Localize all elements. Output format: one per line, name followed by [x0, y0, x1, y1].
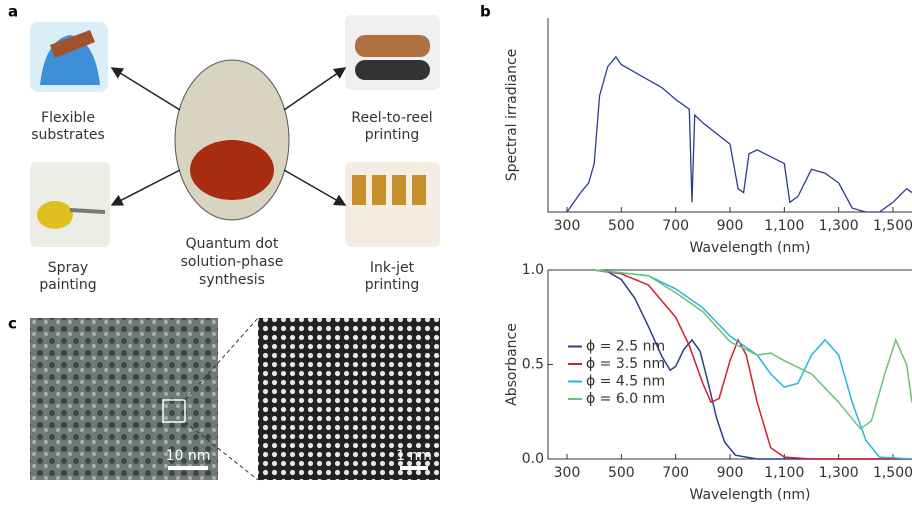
x-axis-label: Wavelength (nm)	[690, 487, 811, 503]
x-tick-label: 500	[608, 218, 635, 234]
y-tick-label: 0.0	[522, 451, 544, 467]
x-tick-label: 1,100	[764, 465, 804, 481]
x-tick-label: 1,100	[764, 218, 804, 234]
x-tick-label: 300	[554, 465, 581, 481]
x-tick-label: 1,500	[873, 465, 912, 481]
scale-bar-label: 1 nm	[396, 448, 432, 464]
panel-label: a	[8, 3, 18, 21]
item-label: substrates	[31, 127, 105, 143]
item-label: Flexible	[41, 110, 95, 126]
x-tick-label: 1,300	[819, 218, 859, 234]
legend-label: ϕ = 2.5 nm	[586, 339, 665, 355]
x-tick-label: 500	[608, 465, 635, 481]
y-tick-label: 1.0	[522, 262, 544, 278]
item-label: printing	[365, 127, 420, 143]
item-label: Spray	[48, 260, 88, 276]
item-label: printing	[365, 277, 420, 293]
legend-label: ϕ = 3.5 nm	[586, 356, 665, 372]
panel-label: b	[480, 3, 491, 21]
legend-label: ϕ = 6.0 nm	[586, 391, 665, 407]
center-label: Quantum dot	[186, 236, 279, 252]
y-tick-label: 0.5	[522, 357, 544, 373]
x-tick-label: 700	[662, 465, 689, 481]
scale-bar-label: 10 nm	[166, 448, 211, 464]
x-tick-label: 700	[662, 218, 689, 234]
x-tick-label: 1,300	[819, 465, 859, 481]
x-tick-label: 1,500	[873, 218, 912, 234]
panel-label: c	[8, 315, 17, 333]
x-tick-label: 900	[717, 218, 744, 234]
legend-label: ϕ = 4.5 nm	[586, 374, 665, 390]
x-tick-label: 900	[717, 465, 744, 481]
item-label: Reel-to-reel	[351, 110, 432, 126]
item-label: Ink-jet	[370, 260, 415, 276]
figure: a b c Flexible substrates Reel-to-reel p…	[0, 0, 912, 509]
x-tick-label: 300	[554, 218, 581, 234]
data-line	[567, 57, 912, 212]
y-axis-label: Absorbance	[504, 323, 520, 406]
item-label: painting	[39, 277, 96, 293]
y-axis-label: Spectral irradiance	[504, 49, 520, 182]
tem-images	[30, 318, 440, 480]
x-axis-label: Wavelength (nm)	[690, 240, 811, 256]
center-label: synthesis	[199, 272, 265, 288]
axis	[548, 18, 912, 212]
center-label: solution-phase	[181, 254, 284, 270]
